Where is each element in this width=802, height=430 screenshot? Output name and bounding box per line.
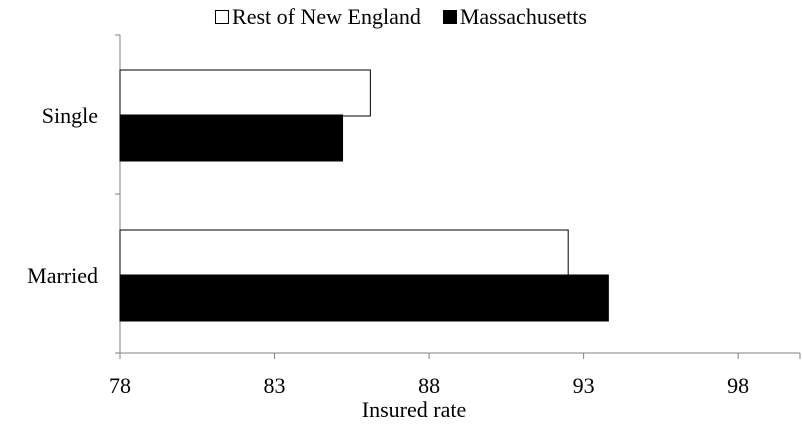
legend-item-rest-of-new-england: Rest of New England bbox=[215, 4, 421, 30]
legend-swatch-black bbox=[442, 10, 457, 24]
x-tick-label: 93 bbox=[573, 373, 595, 398]
category-label: Married bbox=[27, 263, 98, 288]
bar-single-massachusetts bbox=[119, 114, 344, 162]
legend-label: Massachusetts bbox=[459, 4, 587, 29]
x-tick-label: 88 bbox=[418, 373, 440, 398]
x-axis-title: Insured rate bbox=[362, 397, 466, 422]
legend-swatch-white bbox=[215, 10, 230, 24]
legend: Rest of New England Massachusetts bbox=[0, 4, 802, 30]
legend-item-massachusetts: Massachusetts bbox=[442, 4, 587, 30]
legend-label: Rest of New England bbox=[232, 4, 421, 29]
bar-married-massachusetts bbox=[119, 274, 609, 322]
bar-single-rest-of-new-england bbox=[119, 69, 371, 117]
bar-married-rest-of-new-england bbox=[119, 229, 569, 277]
x-tick-label: 83 bbox=[264, 373, 286, 398]
x-tick-label: 98 bbox=[727, 373, 749, 398]
category-label: Single bbox=[42, 103, 98, 128]
x-tick-label: 78 bbox=[109, 373, 131, 398]
